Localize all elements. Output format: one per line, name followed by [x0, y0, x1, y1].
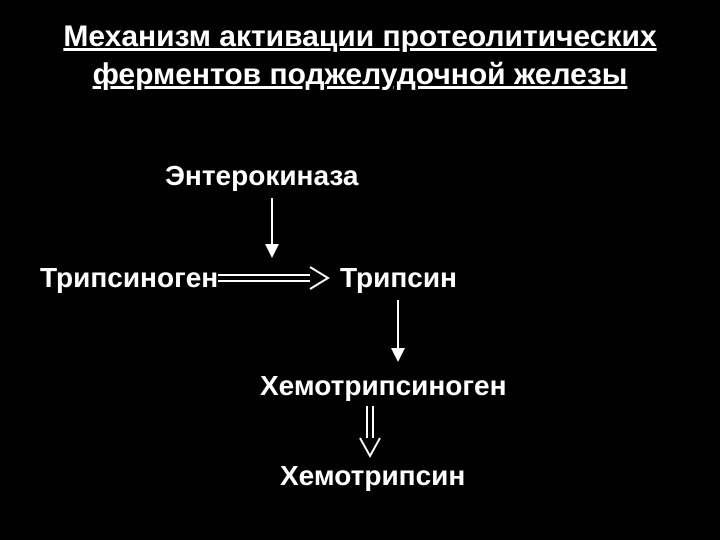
- arrow-trypsinogen_to_trypsin: [218, 267, 328, 289]
- diagram-canvas: Механизм активации протеолитических ферм…: [0, 0, 720, 540]
- node-trypsinogen: Трипсиноген: [40, 262, 218, 294]
- node-chymotrypsin: Хемотрипсин: [280, 460, 465, 492]
- arrow-chymotrypsinogen_to_chymotrypsin: [360, 406, 380, 456]
- title-line-1: Механизм активации протеолитических: [63, 20, 656, 53]
- diagram-title: Механизм активации протеолитических ферм…: [0, 18, 720, 93]
- arrow-enterokinase_to_conversion: [265, 198, 279, 258]
- node-trypsin: Трипсин: [340, 262, 457, 294]
- node-chymotrypsinogen: Хемотрипсиноген: [260, 370, 507, 402]
- node-enterokinase: Энтерокиназа: [165, 160, 359, 192]
- arrow-trypsin_to_chymotrypsinogen: [391, 300, 405, 362]
- title-line-2: ферментов поджелудочной железы: [93, 58, 628, 91]
